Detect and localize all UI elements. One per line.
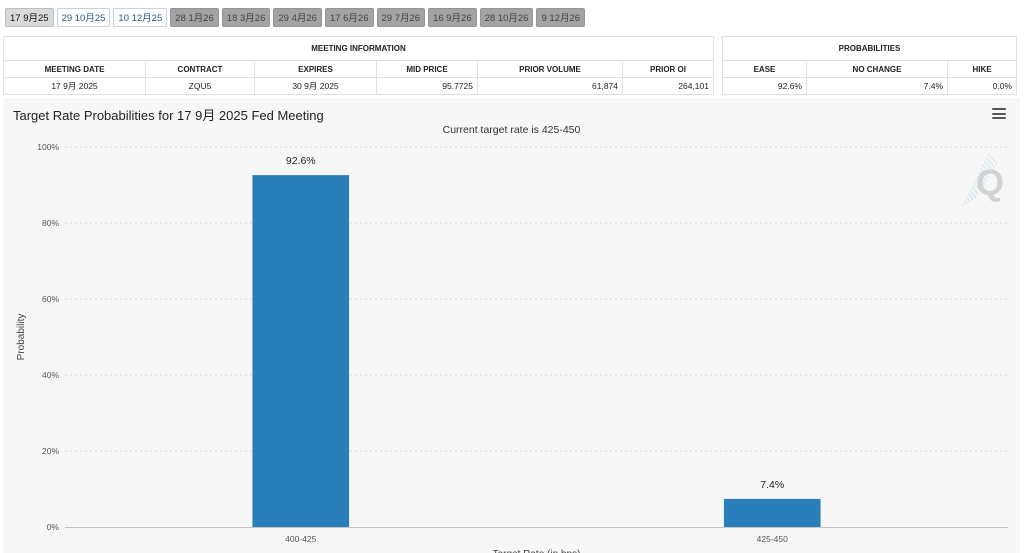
prior-oi-value: 264,101: [622, 77, 714, 95]
chart-subtitle: Current target rate is 425-450: [442, 124, 581, 136]
y-tick-label: 60%: [42, 294, 59, 304]
prior-volume-value: 61,874: [477, 77, 623, 95]
x-axis-title: Target Rate (in bps): [493, 549, 581, 553]
col-prior-oi: PRIOR OI: [622, 60, 714, 78]
tab-29-10月25[interactable]: 29 10月25: [56, 8, 111, 27]
table-row: 92.6% 7.4% 0.0%: [722, 77, 1017, 95]
bar-chart: 0% 20% 40% 60% 80% 100% 92.6% 400-425 7.4% 425-45…: [16, 142, 1008, 553]
table-row: 17 9月 2025 ZQU5 30 9月 2025 95.7725 61,87…: [3, 77, 714, 95]
x-tick-label: 400-425: [285, 534, 316, 544]
hamburger-menu-icon[interactable]: [992, 108, 1006, 119]
tab-29-7月26[interactable]: 29 7月26: [376, 8, 426, 27]
hike-value: 0.0%: [947, 77, 1017, 95]
q-logo-icon: Q: [962, 153, 1004, 207]
col-ease: EASE: [722, 60, 807, 78]
y-tick-label: 100%: [37, 142, 59, 152]
chart-title: Target Rate Probabilities for 17 9月 2025…: [13, 108, 324, 123]
ease-value: 92.6%: [722, 77, 807, 95]
tab-18-3月26[interactable]: 18 3月26: [221, 8, 271, 27]
y-tick-label: 20%: [42, 446, 59, 456]
col-prior-volume: PRIOR VOLUME: [477, 60, 623, 78]
data-label: 92.6%: [286, 155, 316, 167]
tab-17-9月25[interactable]: 17 9月25: [5, 8, 54, 27]
tab-16-9月26[interactable]: 16 9月26: [428, 8, 477, 27]
x-tick-label: 425-450: [757, 534, 788, 544]
contract-value: ZQU5: [145, 77, 255, 95]
probabilities-header: PROBABILITIES: [722, 36, 1017, 61]
data-label: 7.4%: [760, 479, 784, 491]
tab-17-6月26[interactable]: 17 6月26: [324, 8, 374, 27]
tab-28-1月26[interactable]: 28 1月26: [170, 8, 219, 27]
y-tick-label: 40%: [42, 370, 59, 380]
mid-price-value: 95.7725: [376, 77, 478, 95]
tab-9-12月26[interactable]: 9 12月26: [536, 8, 586, 27]
y-tick-label: 0%: [47, 522, 60, 532]
tab-28-10月26[interactable]: 28 10月26: [479, 8, 534, 27]
col-contract: CONTRACT: [145, 60, 255, 78]
tab-29-4月26[interactable]: 29 4月26: [273, 8, 322, 27]
col-mid-price: MID PRICE: [376, 60, 478, 78]
col-meeting-date: MEETING DATE: [3, 60, 146, 78]
no-change-value: 7.4%: [806, 77, 948, 95]
expires-value: 30 9月 2025: [254, 77, 377, 95]
tab-10-12月25[interactable]: 10 12月25: [113, 8, 168, 27]
meeting-information-header: MEETING INFORMATION: [3, 36, 714, 61]
bar-400-425: [252, 175, 350, 527]
probabilities-table: PROBABILITIES EASE NO CHANGE HIKE 92.6% …: [722, 36, 1017, 95]
meeting-information-table: MEETING INFORMATION MEETING DATE CONTRAC…: [3, 36, 714, 95]
meeting-date-value: 17 9月 2025: [3, 77, 146, 95]
col-hike: HIKE: [947, 60, 1017, 78]
y-axis-title: Probability: [16, 314, 27, 361]
col-expires: EXPIRES: [254, 60, 377, 78]
meeting-date-tabs: 17 9月25 29 10月25 10 12月25 28 1月26 18 3月26 29 …: [5, 8, 586, 27]
bar-425-450: [723, 498, 821, 527]
col-no-change: NO CHANGE: [806, 60, 948, 78]
svg-text:Q: Q: [976, 162, 1004, 203]
y-tick-label: 80%: [42, 218, 59, 228]
chart-panel: 0% 20% 40% 60% 80% 100% 92.6% 400-425 7.4% 425-45…: [3, 98, 1020, 553]
